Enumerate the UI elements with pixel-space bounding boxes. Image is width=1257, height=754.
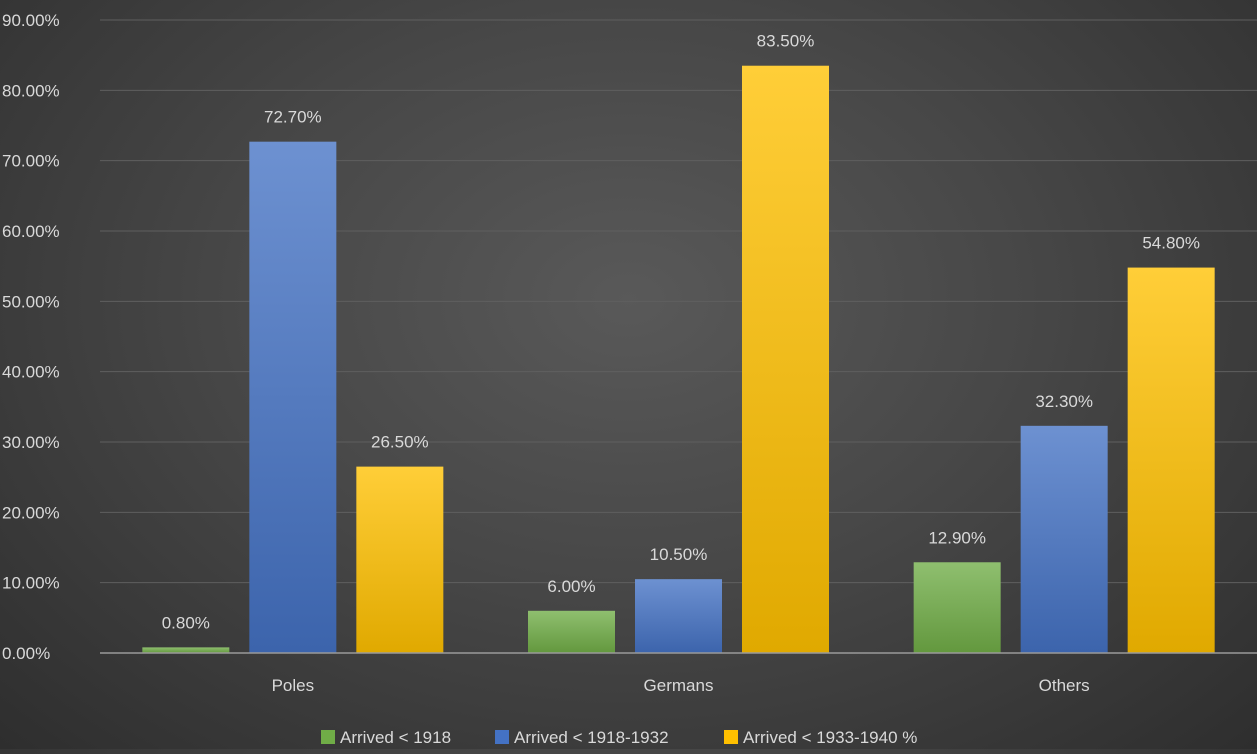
legend: Arrived < 1918 Arrived < 1918-1932 Arrived… <box>321 728 917 747</box>
bar-germans-series-3 <box>742 65 829 653</box>
legend-swatch <box>724 730 738 744</box>
bar-others-series-2 <box>1020 425 1108 653</box>
data-label: 83.50% <box>757 32 815 51</box>
data-label: 26.50% <box>371 433 429 452</box>
y-tick-label: 10.00% <box>2 574 60 593</box>
legend-label: Arrived < 1918 <box>340 728 451 747</box>
legend-swatch <box>321 730 335 744</box>
data-label: 12.90% <box>928 528 986 547</box>
bar-poles-series-1 <box>142 647 230 653</box>
data-label: 6.00% <box>547 577 595 596</box>
bar-poles-series-2 <box>249 141 337 653</box>
x-tick-label: Germans <box>644 676 714 695</box>
x-axis: Poles Germans Others <box>100 652 1257 695</box>
data-label: 72.70% <box>264 108 322 127</box>
y-tick-label: 30.00% <box>2 433 60 452</box>
bar-series <box>142 65 1215 653</box>
y-tick-label: 0.00% <box>2 644 50 663</box>
y-tick-label: 80.00% <box>2 81 60 100</box>
bar-germans-series-1 <box>528 610 615 653</box>
bar-others-series-1 <box>913 562 1001 653</box>
data-label: 54.80% <box>1142 234 1200 253</box>
y-tick-label: 50.00% <box>2 292 60 311</box>
legend-swatch <box>495 730 509 744</box>
x-tick-label: Others <box>1039 676 1090 695</box>
bar-poles-series-3 <box>356 466 444 653</box>
y-tick-label: 70.00% <box>2 152 60 171</box>
data-labels: 0.80% 72.70% 26.50% 6.00% 10.50% 83.50% 12.90%… <box>162 32 1200 633</box>
y-tick-label: 90.00% <box>2 11 60 30</box>
legend-label: Arrived < 1933-1940 % <box>743 728 917 747</box>
y-tick-label: 60.00% <box>2 222 60 241</box>
bar-germans-series-2 <box>635 579 722 653</box>
y-tick-label: 40.00% <box>2 363 60 382</box>
y-axis-tick-labels: 0.00% 10.00% 20.00% 30.00% 40.00% 50.00% 60.00… <box>2 11 60 663</box>
data-label: 10.50% <box>650 545 708 564</box>
y-tick-label: 20.00% <box>2 503 60 522</box>
legend-label: Arrived < 1918-1932 <box>514 728 669 747</box>
x-tick-label: Poles <box>272 676 315 695</box>
data-label: 32.30% <box>1035 392 1093 411</box>
bar-others-series-3 <box>1127 267 1215 653</box>
data-label: 0.80% <box>162 613 210 632</box>
